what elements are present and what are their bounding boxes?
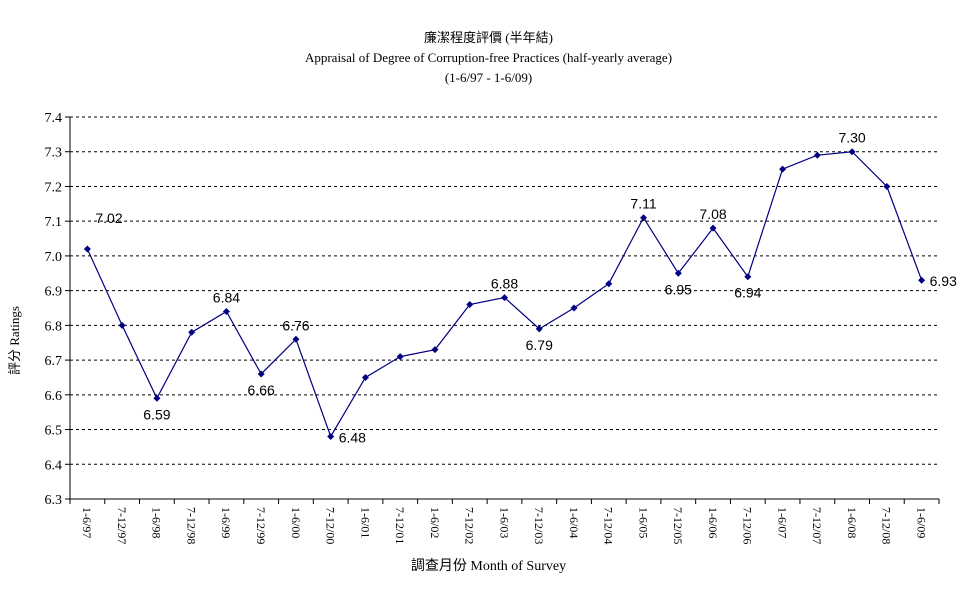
data-point [674,269,682,277]
data-point [83,245,91,253]
x-tick-label: 7-12/05 [671,507,685,544]
x-tick-label: 1-6/07 [775,507,789,538]
x-tick-label: 7-12/99 [254,507,268,544]
data-label: 6.59 [143,406,170,422]
data-label: 6.48 [339,429,366,445]
x-tick-label: 1-6/05 [636,507,650,538]
data-point [848,148,856,156]
data-label: 7.11 [630,196,656,212]
data-point [779,165,787,173]
x-tick-label: 7-12/00 [324,507,338,544]
y-tick-label: 6.5 [45,424,63,439]
x-tick-label: 7-12/01 [393,507,407,544]
x-tick-label: 1-6/08 [845,507,859,538]
data-point [918,276,926,284]
x-tick-label: 1-6/97 [80,507,94,538]
data-point [188,328,196,336]
y-tick-label: 6.6 [45,389,63,404]
data-label: 6.94 [734,285,761,301]
y-tick-label: 7.1 [45,215,63,230]
data-point [744,273,752,281]
data-label: 7.02 [95,210,122,226]
data-point [292,335,300,343]
data-point [431,346,439,354]
chart-subtitle: Appraisal of Degree of Corruption-free P… [304,50,673,65]
data-point [118,321,126,329]
chart-title: 廉潔程度評價 (半年結) [424,30,553,45]
data-point [535,325,543,333]
x-tick-label: 7-12/06 [741,507,755,544]
x-tick-label: 1-6/99 [219,507,233,538]
x-tick-label: 1-6/03 [497,507,511,538]
x-tick-label: 7-12/03 [532,507,546,544]
x-tick-label: 1-6/98 [150,507,164,538]
x-tick-label: 1-6/06 [706,507,720,538]
data-point [709,224,717,232]
data-point [640,214,648,222]
y-tick-label: 6.7 [45,354,63,369]
data-point [153,394,161,402]
y-tick-label: 6.4 [45,458,63,473]
data-point [327,432,335,440]
data-label: 6.76 [282,317,309,333]
y-tick-label: 7.0 [45,250,63,265]
data-label: 7.30 [838,130,865,146]
x-tick-label: 1-6/00 [289,507,303,538]
y-tick-label: 7.2 [45,180,63,195]
data-point [222,307,230,315]
x-tick-label: 7-12/02 [463,507,477,544]
x-tick-label: 1-6/09 [914,507,928,538]
y-tick-label: 6.3 [45,493,63,508]
x-tick-label: 7-12/04 [602,507,616,544]
y-tick-label: 6.9 [45,285,63,300]
data-label: 7.08 [699,206,726,222]
chart-period: (1-6/97 - 1-6/09) [444,70,533,85]
chart-titles: 廉潔程度評價 (半年結) Appraisal of Degree of Corr… [0,28,977,88]
x-tick-label: 1-6/01 [358,507,372,538]
data-point [501,294,508,302]
data-point [361,373,369,381]
y-axis-label: 評分 Ratings [7,306,22,375]
x-tick-label: 7-12/08 [880,507,894,544]
x-tick-label: 7-12/98 [184,507,198,544]
data-point [883,182,891,190]
data-label: 6.84 [213,289,240,305]
y-tick-label: 7.3 [45,146,63,161]
data-point [257,370,265,378]
data-point [605,280,613,288]
x-tick-label: 1-6/04 [567,507,581,538]
y-tick-label: 6.8 [45,319,63,334]
x-tick-label: 7-12/07 [810,507,824,544]
x-axis-label: 調查月份 Month of Survey [410,559,567,574]
data-label: 6.66 [248,382,275,398]
data-label: 6.93 [930,273,957,289]
data-label: 6.88 [491,276,518,292]
data-point [813,151,821,159]
data-label: 6.79 [526,337,553,353]
x-tick-label: 1-6/02 [428,507,442,538]
data-point [466,301,474,309]
x-tick-label: 7-12/97 [115,507,129,544]
y-tick-label: 7.4 [45,111,63,126]
data-label: 6.95 [665,281,692,297]
data-point [570,304,578,312]
data-point [396,353,404,361]
